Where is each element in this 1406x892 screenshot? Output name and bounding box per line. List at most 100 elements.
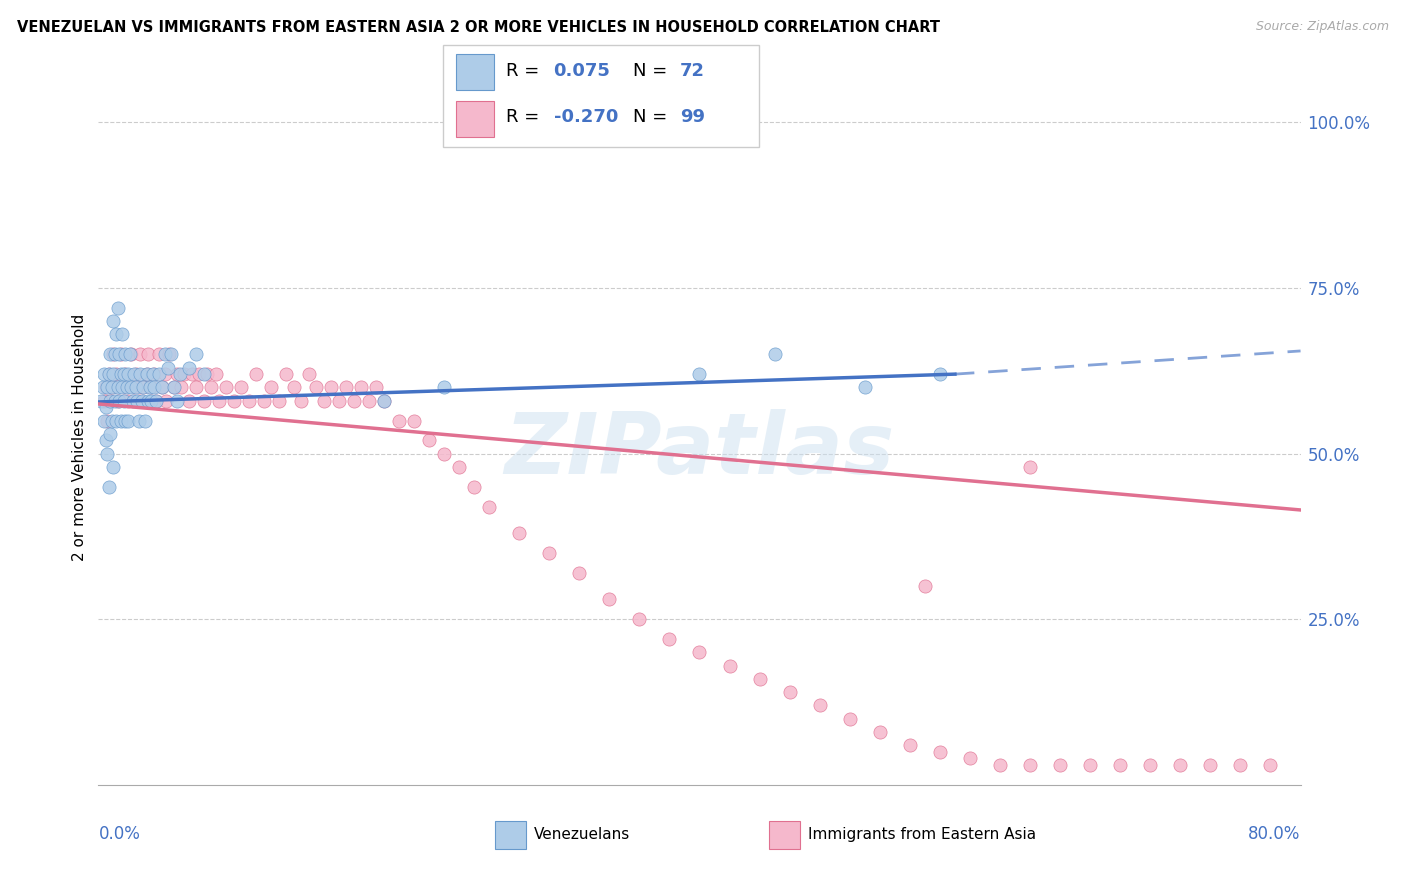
Point xyxy=(177,360,200,375)
Point xyxy=(222,393,245,408)
FancyBboxPatch shape xyxy=(456,101,494,137)
Point xyxy=(153,367,176,381)
Point xyxy=(122,393,145,408)
Point xyxy=(111,327,134,342)
Point xyxy=(204,367,226,381)
Point xyxy=(90,393,112,408)
Point xyxy=(433,380,456,394)
Point xyxy=(177,393,200,408)
Point xyxy=(373,393,395,408)
Text: N =: N = xyxy=(633,108,672,126)
Text: Source: ZipAtlas.com: Source: ZipAtlas.com xyxy=(1256,20,1389,33)
Point xyxy=(748,672,770,686)
Point xyxy=(150,380,173,394)
Point xyxy=(366,380,388,394)
Text: Venezuelans: Venezuelans xyxy=(534,828,630,842)
Point xyxy=(1229,758,1251,772)
Point xyxy=(305,380,328,394)
Point xyxy=(463,480,485,494)
Point xyxy=(115,380,138,394)
Point xyxy=(96,380,118,394)
Point xyxy=(321,380,343,394)
Point xyxy=(276,367,298,381)
Point xyxy=(107,393,129,408)
Point xyxy=(139,393,162,408)
Point xyxy=(143,380,166,394)
Point xyxy=(100,347,122,361)
Point xyxy=(628,612,651,626)
Point xyxy=(169,367,191,381)
Point xyxy=(598,592,620,607)
Point xyxy=(131,393,153,408)
Point xyxy=(121,380,143,394)
Point xyxy=(97,367,120,381)
Point xyxy=(157,347,180,361)
Point xyxy=(343,393,366,408)
Text: 80.0%: 80.0% xyxy=(1249,825,1301,843)
Point xyxy=(208,393,231,408)
Point xyxy=(107,301,129,315)
Point xyxy=(105,327,128,342)
Point xyxy=(166,393,188,408)
Text: R =: R = xyxy=(506,62,546,79)
Point xyxy=(117,393,139,408)
FancyBboxPatch shape xyxy=(456,54,494,90)
Point xyxy=(139,380,162,394)
Point xyxy=(170,380,193,394)
Point xyxy=(260,380,283,394)
Point xyxy=(184,380,207,394)
Point xyxy=(173,367,195,381)
Text: VENEZUELAN VS IMMIGRANTS FROM EASTERN ASIA 2 OR MORE VEHICLES IN HOUSEHOLD CORRE: VENEZUELAN VS IMMIGRANTS FROM EASTERN AS… xyxy=(17,20,939,35)
Point xyxy=(193,393,215,408)
Point xyxy=(129,367,152,381)
Point xyxy=(166,367,188,381)
Point xyxy=(231,380,253,394)
Text: 0.075: 0.075 xyxy=(554,62,610,79)
Point xyxy=(689,367,711,381)
Point xyxy=(159,347,181,361)
Point xyxy=(290,393,312,408)
Point xyxy=(1199,758,1222,772)
Point xyxy=(105,367,128,381)
Point xyxy=(100,393,122,408)
Point xyxy=(93,413,115,427)
Point xyxy=(112,380,135,394)
Point xyxy=(267,393,290,408)
Point xyxy=(335,380,357,394)
Point xyxy=(253,393,276,408)
Text: 0.0%: 0.0% xyxy=(98,825,141,843)
Point xyxy=(245,367,267,381)
Point xyxy=(357,393,380,408)
Point xyxy=(1109,758,1132,772)
Point xyxy=(93,393,115,408)
Point xyxy=(125,367,148,381)
Point xyxy=(195,367,218,381)
Point xyxy=(103,314,125,328)
Point xyxy=(1170,758,1192,772)
Point xyxy=(188,367,211,381)
Point xyxy=(312,393,335,408)
Point xyxy=(568,566,591,580)
Point xyxy=(238,393,260,408)
Point xyxy=(869,725,891,739)
Point xyxy=(101,380,124,394)
Point xyxy=(373,393,395,408)
Point xyxy=(110,367,132,381)
Point xyxy=(93,367,115,381)
Point xyxy=(135,367,157,381)
Point xyxy=(117,413,139,427)
Point xyxy=(193,367,215,381)
Point xyxy=(180,367,202,381)
Point xyxy=(156,360,179,375)
Point xyxy=(96,413,118,427)
Point xyxy=(114,347,136,361)
Point xyxy=(145,393,167,408)
Text: ZIPatlas: ZIPatlas xyxy=(505,409,894,492)
Text: Immigrants from Eastern Asia: Immigrants from Eastern Asia xyxy=(808,828,1036,842)
Point xyxy=(162,380,184,394)
Point xyxy=(350,380,373,394)
Point xyxy=(898,738,921,752)
Point xyxy=(141,367,163,381)
Text: 99: 99 xyxy=(681,108,706,126)
Text: R =: R = xyxy=(506,108,546,126)
